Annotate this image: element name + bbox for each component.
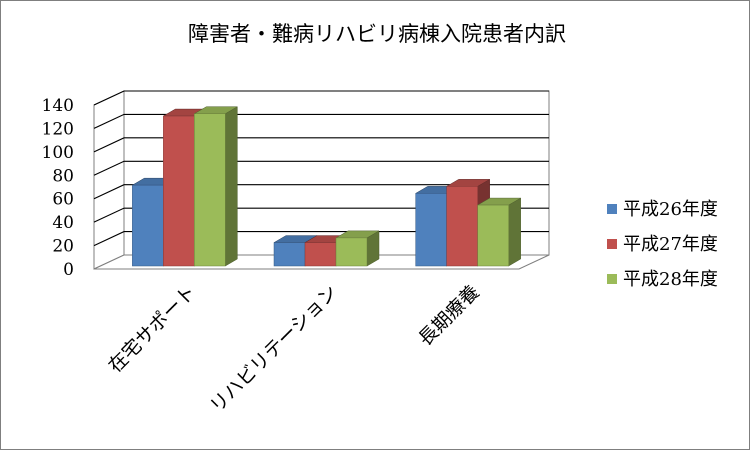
bar xyxy=(193,106,239,267)
legend-label: 平成28年度 xyxy=(623,269,718,290)
x-tick-label: リハビリテーション xyxy=(206,281,342,417)
y-tick-label: 120 xyxy=(42,119,74,139)
bar xyxy=(476,197,522,267)
bar xyxy=(335,230,380,267)
legend-swatch xyxy=(607,274,617,284)
y-tick-label: 20 xyxy=(52,237,74,257)
chart-title: 障害者・難病リハビリ病棟入院患者内訳 xyxy=(188,22,566,46)
y-axis-ticks: 0 20 40 60 80 100 120 140 xyxy=(42,96,74,280)
y-tick-label: 100 xyxy=(42,143,74,163)
bars xyxy=(131,106,522,267)
gridline xyxy=(93,90,549,106)
gridlines xyxy=(93,90,549,247)
legend-label: 平成26年度 xyxy=(623,199,718,220)
gridline xyxy=(93,113,549,129)
legend-label: 平成27年度 xyxy=(623,234,718,255)
legend-swatch xyxy=(607,239,617,249)
x-tick-label: 在宅サポート xyxy=(104,281,200,377)
legend-swatch xyxy=(607,204,617,214)
gridline xyxy=(93,231,549,247)
x-tick-label: 長期療養 xyxy=(414,281,483,350)
gridline xyxy=(93,137,549,153)
y-tick-label: 0 xyxy=(63,260,74,280)
y-tick-label: 140 xyxy=(42,96,74,116)
y-tick-label: 80 xyxy=(52,166,74,186)
x-axis-labels: 在宅サポート リハビリテーション 長期療養 xyxy=(104,281,484,417)
y-tick-label: 40 xyxy=(52,213,74,233)
y-tick-label: 60 xyxy=(52,190,74,210)
gridline xyxy=(93,184,549,200)
gridline xyxy=(93,207,549,223)
gridline xyxy=(93,160,549,176)
